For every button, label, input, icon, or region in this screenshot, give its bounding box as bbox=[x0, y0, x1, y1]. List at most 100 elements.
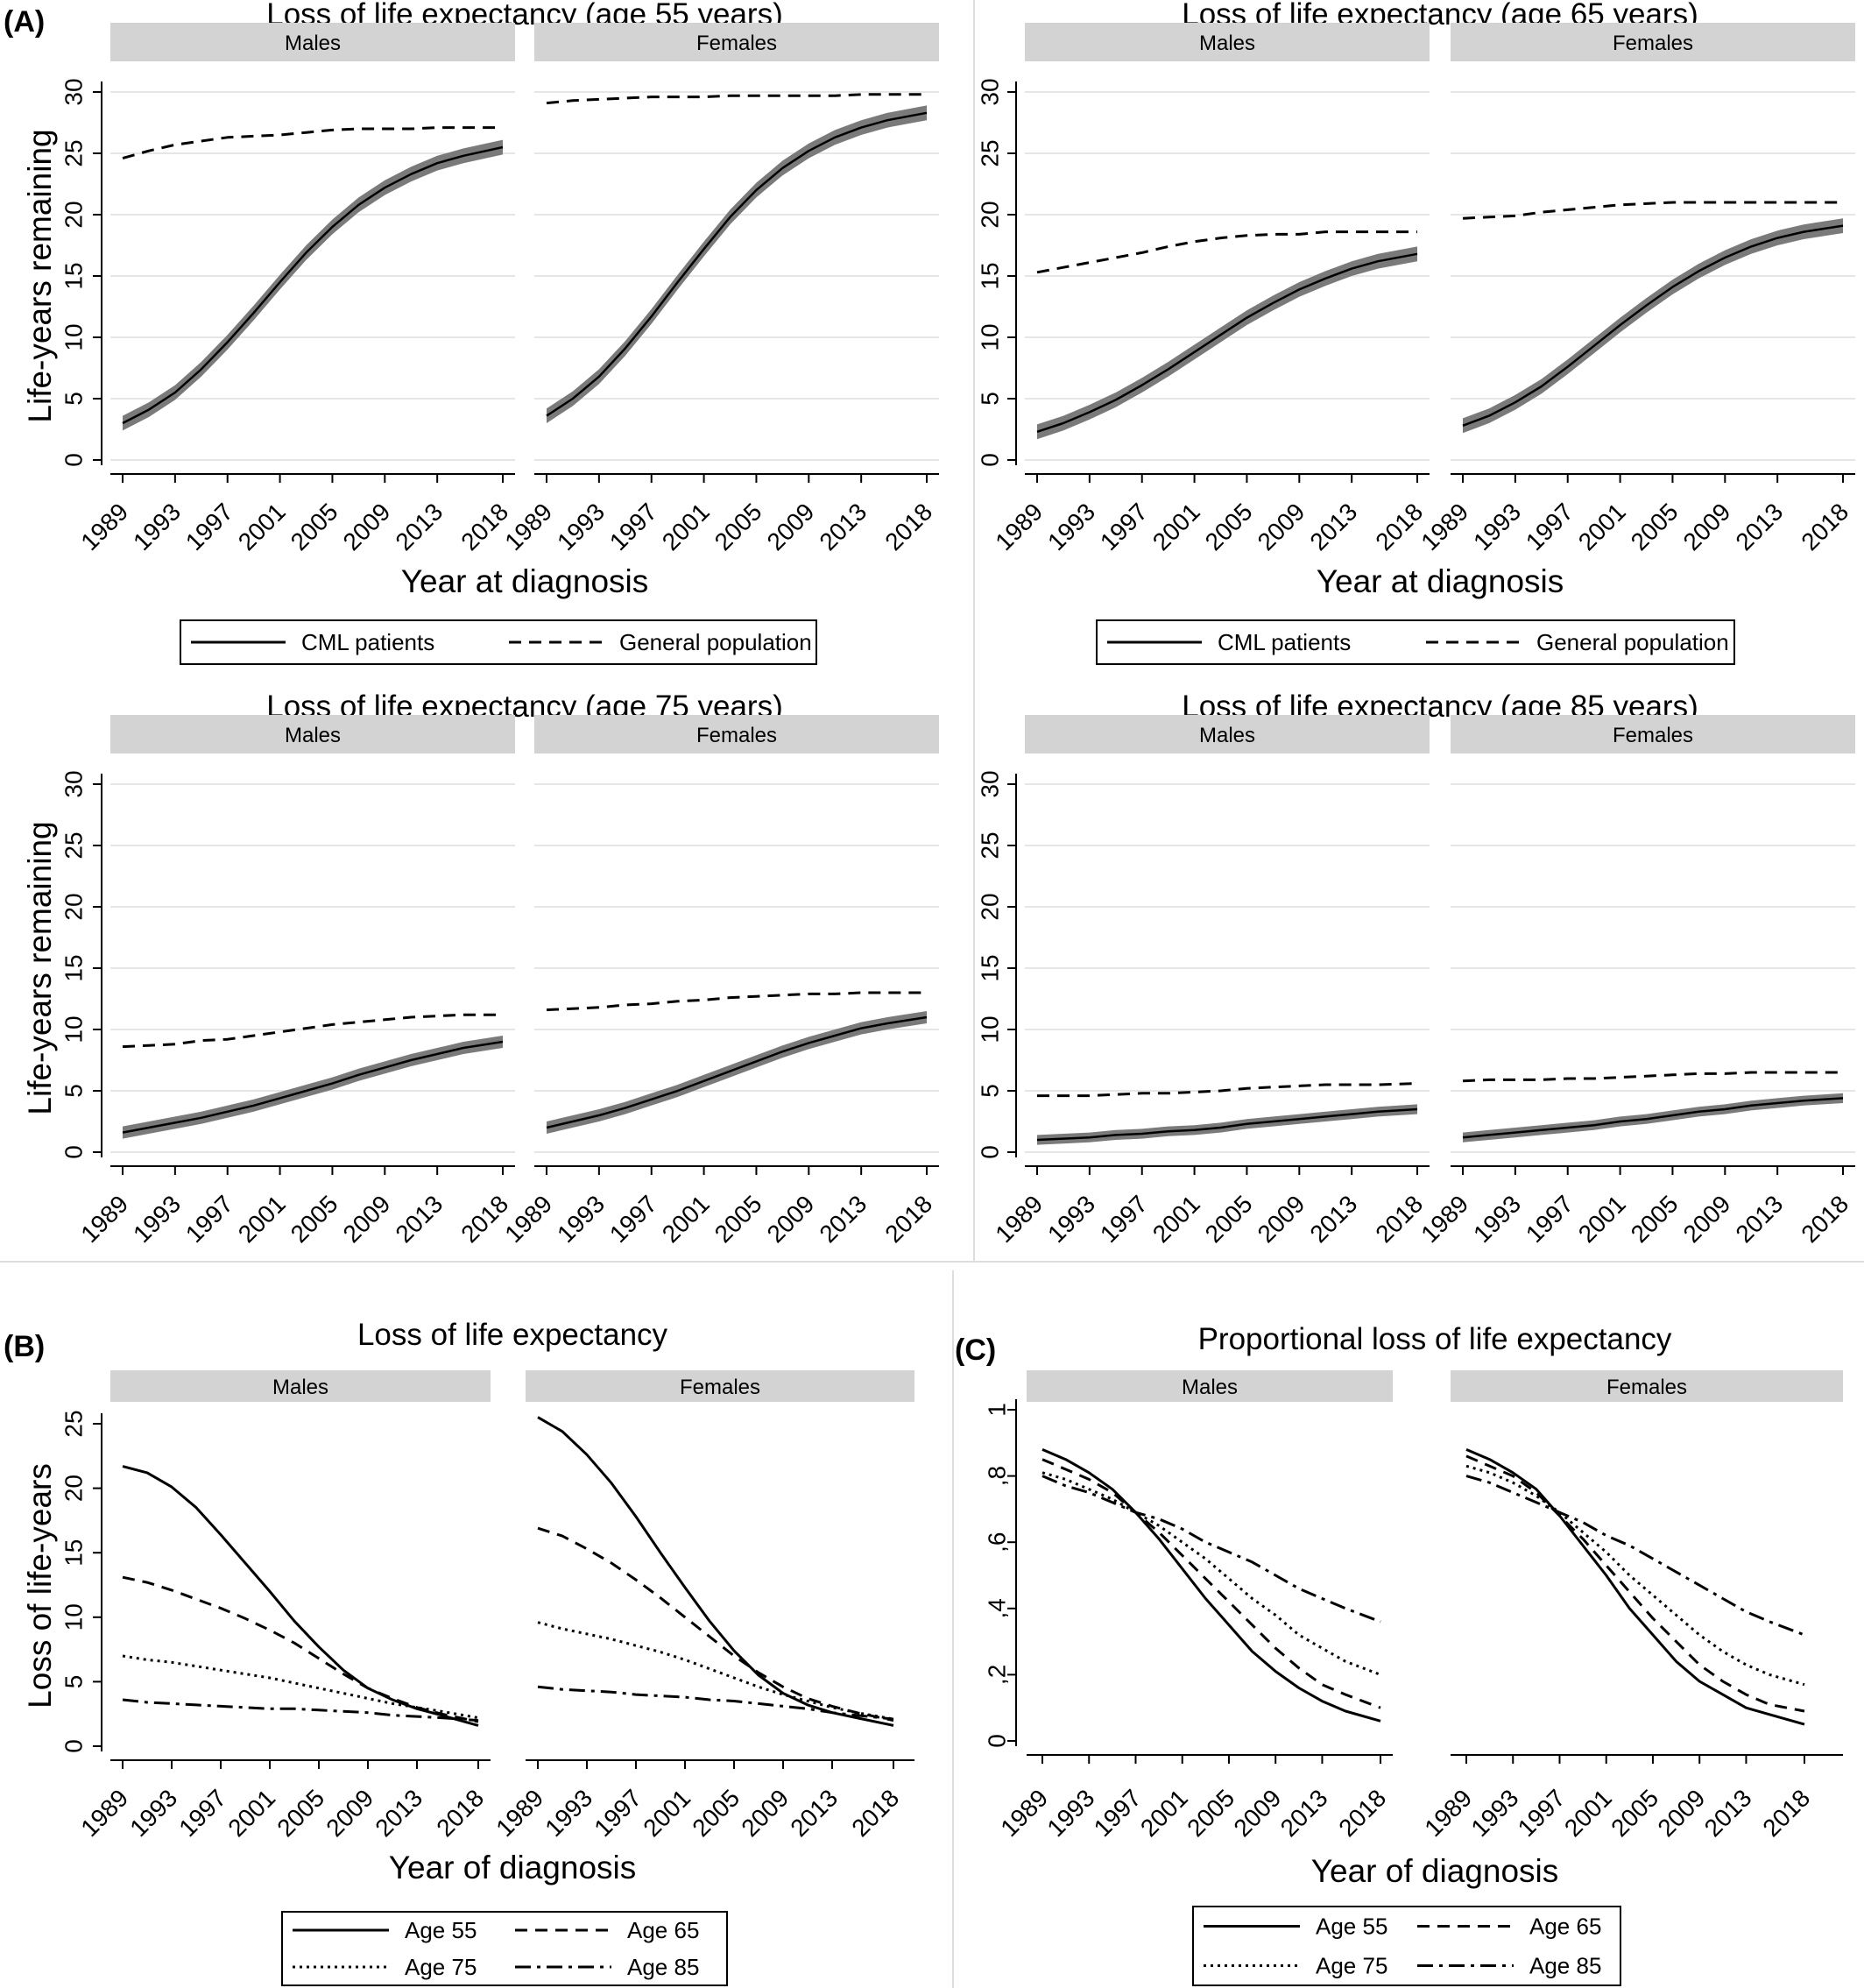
facet-strip-label: Males bbox=[1199, 32, 1255, 55]
facet-strip bbox=[1451, 1370, 1843, 1402]
legend: Age 55 Age 65 Age 75 Age 85 bbox=[1192, 1906, 1621, 1986]
series-line-age-65 bbox=[1465, 1454, 1805, 1713]
y-tick-label: 30 bbox=[976, 78, 1003, 105]
facet-strip bbox=[526, 1370, 914, 1402]
panel-letter-a: (A) bbox=[4, 5, 45, 39]
y-tick-label: 0 bbox=[60, 453, 87, 467]
legend-label: CML patients bbox=[1218, 629, 1351, 655]
y-tick-label: 20 bbox=[976, 201, 1003, 228]
series-line-general-population bbox=[122, 1013, 503, 1049]
legend-box bbox=[180, 619, 817, 665]
series-line-age-75 bbox=[1465, 1464, 1805, 1687]
y-tick-label: 15 bbox=[60, 1539, 87, 1567]
y-tick-label: 1 bbox=[983, 1403, 1010, 1417]
y-tick-label: 5 bbox=[976, 392, 1003, 406]
legend-label: Age 75 bbox=[405, 1954, 477, 1980]
legend: CML patients General population bbox=[1096, 619, 1735, 665]
series-line-cml-patients bbox=[1036, 1107, 1418, 1142]
y-tick-label: 25 bbox=[60, 1410, 87, 1437]
y-tick-label: ,8 bbox=[983, 1466, 1010, 1486]
series-line-age-75 bbox=[122, 1654, 479, 1720]
panel-letter-b: (B) bbox=[4, 1330, 45, 1363]
series-line-cml-patients bbox=[122, 145, 504, 425]
y-axis-title: Life-years remaining bbox=[22, 821, 58, 1114]
legend-label: Age 75 bbox=[1316, 1953, 1387, 1979]
y-tick-label: 30 bbox=[60, 78, 87, 105]
series-line-age-85 bbox=[1041, 1475, 1381, 1624]
panel-letter-c: (C) bbox=[955, 1334, 996, 1367]
chart-title: Loss of life expectancy bbox=[357, 1318, 668, 1352]
y-tick-label: 20 bbox=[976, 893, 1003, 920]
facet-strip bbox=[1451, 715, 1855, 753]
y-tick-label: 15 bbox=[976, 262, 1003, 289]
series-line-age-55 bbox=[122, 1465, 479, 1727]
series-line-cml-patients bbox=[546, 1015, 928, 1129]
series-line-age-65 bbox=[537, 1526, 894, 1723]
legend-label: Age 65 bbox=[1529, 1914, 1601, 1940]
y-tick-label: 0 bbox=[976, 1145, 1003, 1159]
facet-strip bbox=[534, 23, 939, 61]
y-tick-label: 20 bbox=[60, 201, 87, 228]
series-line-age-85 bbox=[122, 1698, 479, 1723]
legend: CML patients General population bbox=[180, 619, 817, 665]
series-line-cml-patients bbox=[1036, 252, 1418, 433]
legend-box bbox=[1096, 619, 1735, 665]
facet-strip bbox=[534, 715, 939, 753]
facet-strip-label: Females bbox=[680, 1376, 760, 1399]
facet-strip-label: Males bbox=[1199, 724, 1255, 747]
legend-label: Age 85 bbox=[627, 1954, 699, 1980]
y-tick-label: 10 bbox=[976, 1015, 1003, 1043]
y-axis-title: Loss of life-years bbox=[22, 1463, 58, 1709]
y-tick-label: 0 bbox=[976, 453, 1003, 467]
y-axis-title: Life-years remaining bbox=[22, 129, 58, 422]
facet-strip bbox=[110, 1370, 491, 1402]
y-tick-label: 5 bbox=[60, 392, 87, 406]
y-tick-label: 25 bbox=[60, 139, 87, 166]
y-tick-label: 20 bbox=[60, 1475, 87, 1502]
series-line-general-population bbox=[1037, 1082, 1418, 1098]
legend-label: Age 65 bbox=[627, 1917, 699, 1943]
legend-label: General population bbox=[1536, 629, 1729, 655]
legend-label: CML patients bbox=[301, 629, 434, 655]
y-tick-label: 15 bbox=[60, 262, 87, 289]
legend-label: Age 55 bbox=[405, 1917, 477, 1943]
series-line-age-75 bbox=[1041, 1471, 1381, 1676]
legend-box bbox=[1192, 1906, 1621, 1986]
series-line-cml-patients bbox=[1462, 1097, 1844, 1139]
y-tick-label: 0 bbox=[983, 1734, 1010, 1748]
y-tick-label: ,2 bbox=[983, 1665, 1010, 1685]
y-tick-label: 20 bbox=[60, 893, 87, 920]
series-line-age-55 bbox=[1465, 1448, 1805, 1726]
y-tick-label: 15 bbox=[60, 954, 87, 981]
y-tick-label: 10 bbox=[60, 1015, 87, 1043]
y-tick-label: ,6 bbox=[983, 1532, 1010, 1553]
y-tick-label: 5 bbox=[976, 1084, 1003, 1098]
series-line-general-population bbox=[1462, 1071, 1843, 1083]
legend-box bbox=[281, 1911, 728, 1986]
series-line-general-population bbox=[1462, 201, 1843, 220]
facet-strip bbox=[1027, 1370, 1393, 1402]
y-tick-label: 25 bbox=[976, 831, 1003, 859]
y-tick-label: 10 bbox=[976, 323, 1003, 350]
series-line-general-population bbox=[546, 93, 927, 105]
facet-strip-label: Females bbox=[1613, 724, 1693, 747]
facet-strip-label: Males bbox=[272, 1376, 328, 1399]
series-line-general-population bbox=[1036, 230, 1417, 274]
y-tick-label: 5 bbox=[60, 1084, 87, 1098]
series-line-age-55 bbox=[1041, 1448, 1381, 1723]
series-line-cml-patients bbox=[122, 1040, 504, 1134]
series-line-cml-patients bbox=[1462, 224, 1844, 427]
y-tick-label: 10 bbox=[60, 323, 87, 350]
ci-band bbox=[123, 139, 503, 431]
facet-strip-label: Females bbox=[696, 724, 777, 747]
legend-label: Age 55 bbox=[1316, 1914, 1387, 1940]
facet-strip-label: Males bbox=[285, 724, 341, 747]
ci-band bbox=[1463, 218, 1843, 434]
y-tick-label: 30 bbox=[60, 770, 87, 797]
y-tick-label: 0 bbox=[60, 1739, 87, 1753]
facet-strip-label: Females bbox=[1613, 32, 1693, 55]
